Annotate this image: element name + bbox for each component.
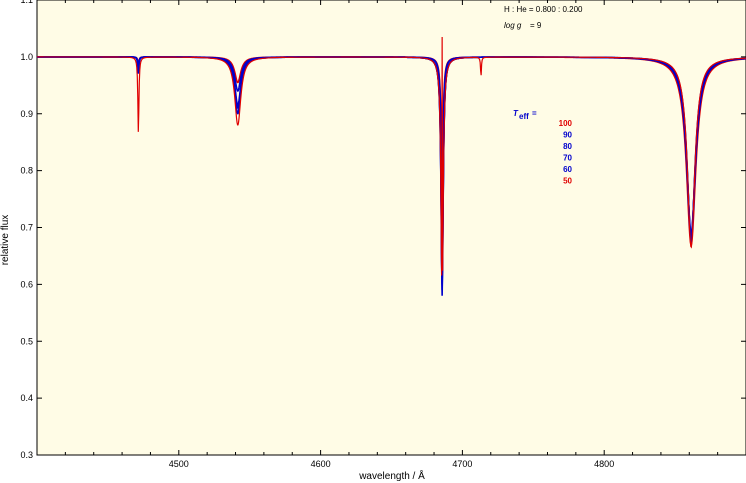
legend-entry-60: 60 [563,165,572,174]
logg-annotation: log g [504,21,522,30]
legend-title-subscript: eff [519,112,529,121]
logg-value: = 9 [530,21,542,30]
legend-title: T [513,109,519,118]
plot-background [36,0,746,456]
legend-entry-100: 100 [559,119,573,128]
abundance-annotation: H : He = 0.800 : 0.200 [504,5,583,14]
y-tick-label: 0.3 [20,450,33,460]
y-tick-label: 0.4 [20,393,33,403]
x-tick-label: 4600 [311,459,331,469]
y-tick-label: 0.8 [20,166,33,176]
legend-entry-80: 80 [563,142,572,151]
legend-entry-70: 70 [563,154,572,163]
legend-entry-50: 50 [563,177,572,186]
y-tick-label: 1.1 [20,0,33,5]
legend: T eff = 100 90 80 70 60 50 [513,109,573,186]
y-tick-label: 0.7 [20,223,33,233]
y-tick-label: 0.9 [20,109,33,119]
x-axis-title: wavelength / Å [358,469,425,482]
y-tick-label: 0.5 [20,336,33,346]
series-line-100 [37,36,746,276]
y-axis: 0.3 0.4 0.5 0.6 0.7 0.8 0.9 1.0 1.1 [20,0,746,460]
legend-title-equals: = [532,109,537,118]
x-tick-label: 4500 [169,459,189,469]
legend-entry-90: 90 [563,131,572,140]
x-axis: 4500 4600 4700 4800 [36,0,746,469]
y-tick-label: 1.0 [20,52,33,62]
y-axis-title: relative flux [0,215,11,266]
y-tick-label: 0.6 [20,279,33,289]
x-tick-label: 4800 [594,459,614,469]
x-tick-label: 4700 [452,459,472,469]
series-group [37,36,746,296]
